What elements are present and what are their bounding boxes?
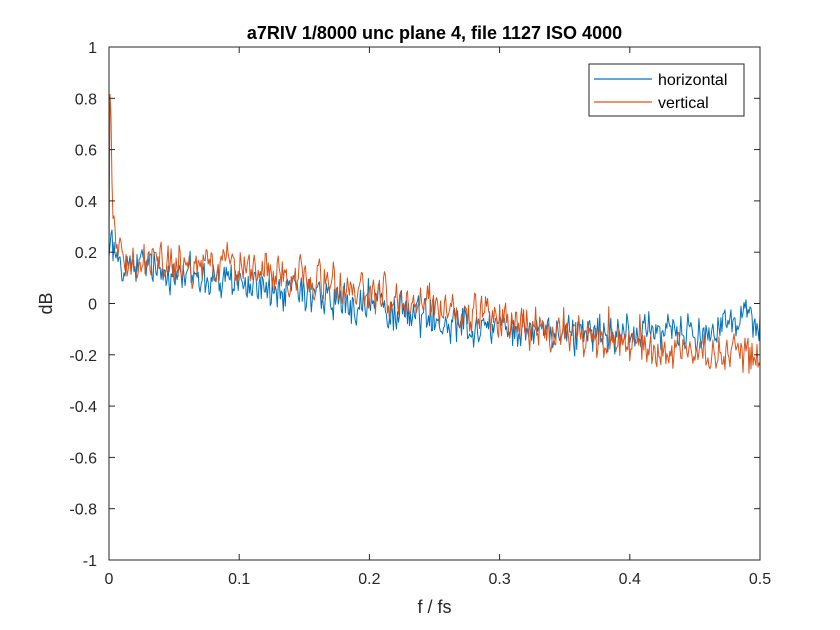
series-line-vertical [108, 93, 761, 374]
x-tick-label: 0 [105, 571, 114, 588]
x-tick-label: 0.4 [619, 571, 641, 588]
y-tick-label: -1 [83, 553, 97, 570]
legend-label-vertical: vertical [658, 95, 709, 112]
y-tick-label: 0.4 [75, 194, 97, 211]
plot-area [109, 47, 760, 560]
x-tick-label: 0.1 [228, 571, 250, 588]
legend-label-horizontal: horizontal [658, 72, 727, 89]
y-tick-label: -0.6 [69, 450, 97, 467]
y-tick-label: -0.8 [69, 502, 97, 519]
y-tick-label: 0.6 [75, 143, 97, 160]
series-group [108, 93, 761, 374]
chart-title: a7RIV 1/8000 unc plane 4, file 1127 ISO … [247, 23, 622, 43]
x-axis-label: f / fs [417, 597, 451, 617]
y-tick-label: -0.4 [69, 399, 97, 416]
y-tick-label: -0.2 [69, 348, 97, 365]
ticks-group: 0 0.1 0.2 0.3 0.4 0.5 -1 -0.8 -0.6 -0.4 -0.2 0 0.2 0.… [69, 40, 771, 588]
y-tick-label: 1 [88, 40, 97, 57]
x-tick-label: 0.2 [358, 571, 380, 588]
y-tick-label: 0 [88, 297, 97, 314]
y-tick-label: 0.2 [75, 245, 97, 262]
x-tick-label: 0.5 [749, 571, 771, 588]
x-tick-label: 0.3 [488, 571, 510, 588]
y-axis-label: dB [36, 292, 56, 314]
legend: horizontal vertical [588, 63, 745, 117]
y-tick-label: 0.8 [75, 91, 97, 108]
legend-box [588, 63, 745, 117]
